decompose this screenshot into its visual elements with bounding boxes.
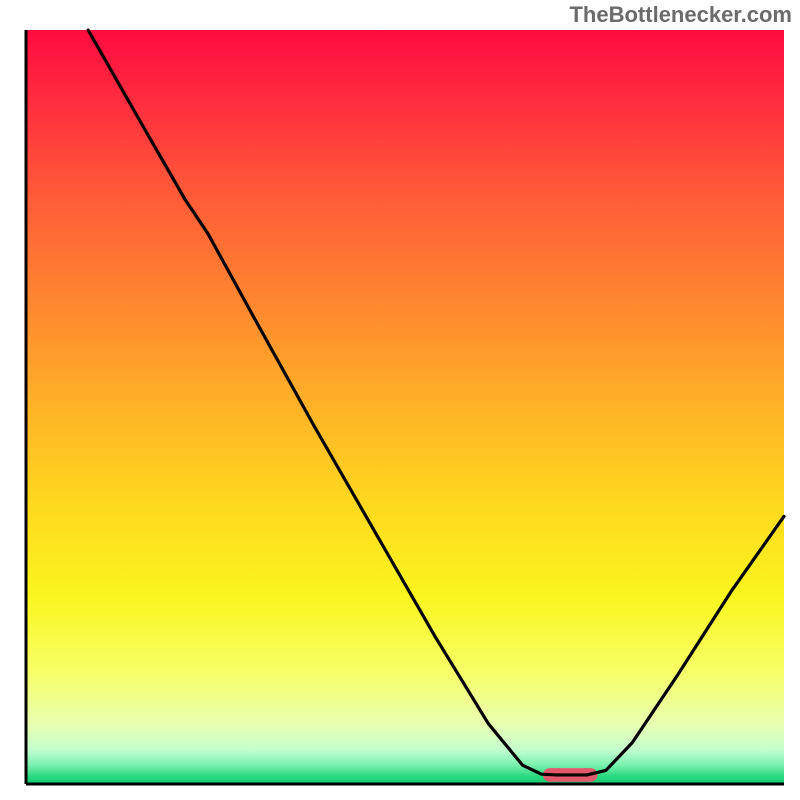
watermark-text: TheBottlenecker.com (569, 2, 792, 28)
chart-container: TheBottlenecker.com (0, 0, 800, 800)
plot-area (26, 30, 784, 784)
plot-svg (26, 30, 784, 784)
bottleneck-curve (88, 30, 784, 775)
